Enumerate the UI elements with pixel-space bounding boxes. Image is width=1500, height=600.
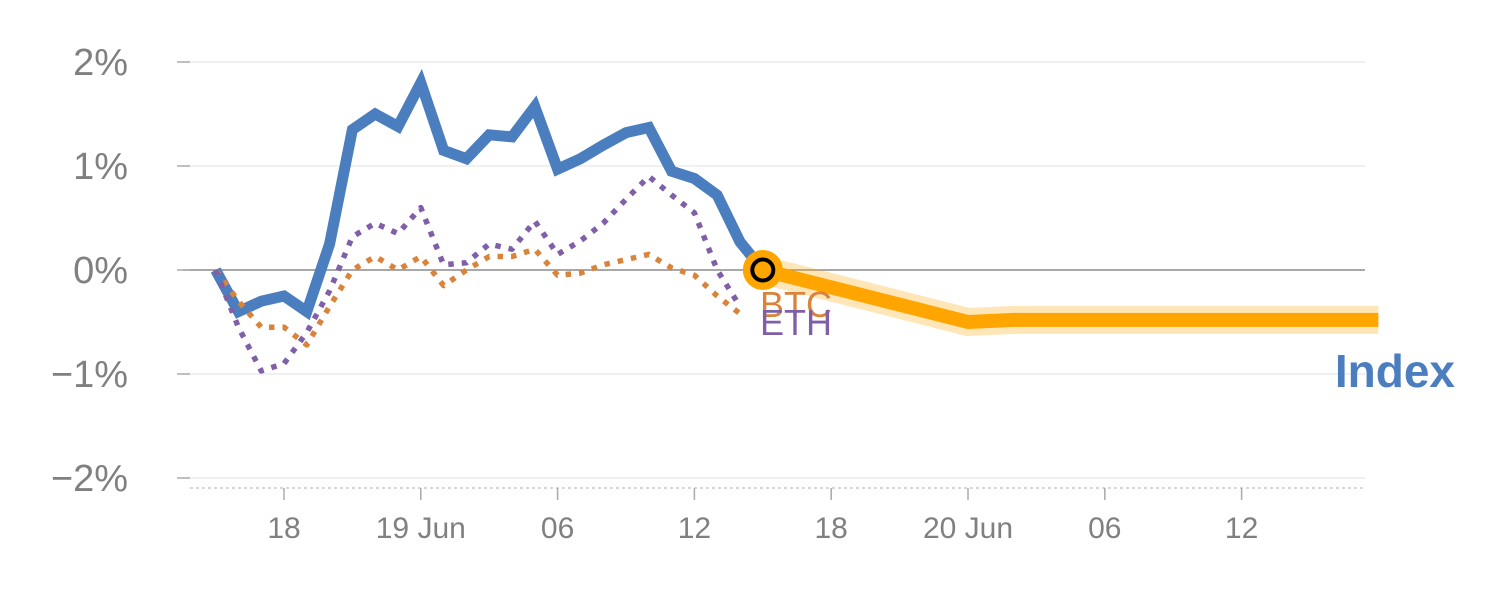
x-tick-label: 18 <box>815 512 848 545</box>
x-tick-label: 12 <box>1225 512 1258 545</box>
x-tick-label: 06 <box>1088 512 1121 545</box>
y-tick-label: 1% <box>73 146 128 188</box>
series-btc-line <box>213 246 742 348</box>
x-tick-label: 20 Jun <box>923 512 1013 545</box>
y-tick-label: −2% <box>51 458 128 500</box>
series-forecast-line <box>761 263 1379 329</box>
series-index-line <box>210 68 768 321</box>
x-tick-label: 18 <box>267 512 300 545</box>
y-tick-label: 2% <box>73 42 128 84</box>
series-layer <box>210 68 1379 374</box>
series-label-btc: BTC <box>760 284 832 325</box>
series-eth-line <box>213 173 743 374</box>
x-tick-label: 06 <box>541 512 574 545</box>
current-point-marker-inner <box>750 257 776 283</box>
y-tick-label: 0% <box>73 250 128 292</box>
series-label-eth: ETH <box>760 302 832 343</box>
y-tick-label: −1% <box>51 354 128 396</box>
marker-layer <box>742 250 783 290</box>
x-tick-label: 19 Jun <box>376 512 466 545</box>
axis-layer: 2% 1% 0% −1% −2% 18 19 Jun 06 12 18 20 Jun 06 12 <box>51 42 1365 545</box>
series-label-index: Index <box>1335 345 1456 397</box>
x-tick-label: 12 <box>678 512 711 545</box>
